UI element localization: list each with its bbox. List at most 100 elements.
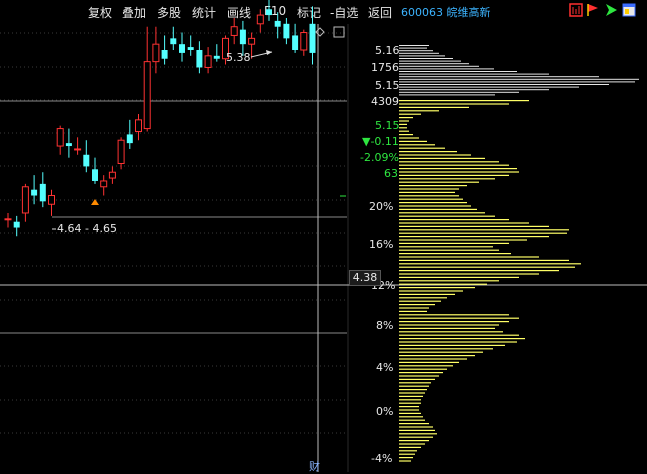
profile-bar (399, 52, 439, 54)
profile-bar (399, 324, 499, 326)
percent-tick: 20% (369, 200, 394, 213)
profile-bar (399, 110, 439, 112)
profile-bar (399, 321, 509, 323)
profile-bar (399, 76, 599, 78)
profile-bar (399, 113, 421, 115)
profile-bar (399, 344, 505, 346)
profile-bar (399, 375, 439, 377)
change-label: 63 (384, 167, 398, 180)
profile-bar (399, 259, 569, 261)
candle-body (274, 20, 281, 27)
candle-body (143, 61, 151, 130)
multi-stock-button[interactable]: 多股 (157, 6, 182, 20)
profile-bar (399, 436, 433, 438)
finance-marker[interactable]: 财 (309, 460, 320, 473)
diamond-marker (315, 27, 325, 37)
profile-bar (399, 372, 443, 374)
profile-bar (399, 358, 467, 360)
back-button[interactable]: 返回 (368, 6, 393, 20)
profile-bar (399, 60, 461, 62)
profile-bar (399, 334, 519, 336)
high-pointer-arrow (266, 50, 272, 55)
flag-icon[interactable] (586, 3, 600, 17)
candle-body (283, 23, 290, 39)
candle-body (13, 221, 20, 228)
candle-body (126, 134, 133, 144)
profile-bar (399, 73, 549, 75)
profile-bar (399, 134, 413, 136)
candle-body (204, 55, 212, 68)
panel-window-icon[interactable] (622, 3, 636, 17)
statistics-button[interactable]: 统计 (192, 6, 217, 20)
candle-body (292, 35, 299, 50)
profile-bar (399, 144, 435, 146)
profile-bar (399, 280, 499, 282)
profile-bar (399, 399, 421, 401)
candle-body (222, 37, 229, 60)
candle-body (21, 186, 29, 214)
profile-bar (399, 127, 407, 129)
profile-bar (399, 433, 437, 435)
profile-bar (399, 348, 493, 350)
profile-bar (399, 443, 425, 445)
profile-bar (399, 103, 509, 105)
profile-bar (399, 81, 635, 83)
restore-rights-button[interactable]: 复权 (88, 6, 113, 20)
stock-title: 600063 皖维高新 (401, 4, 491, 20)
mark-button[interactable]: 标记 (297, 6, 322, 20)
overlay-button[interactable]: 叠加 (122, 6, 147, 20)
profile-bar (399, 270, 559, 272)
candle-body (56, 128, 64, 147)
grid-toggle-icon[interactable] (569, 3, 583, 17)
price-axis-label: 4309 (371, 95, 399, 108)
profile-bar (399, 310, 427, 312)
profile-bar (399, 283, 487, 285)
candle-body (256, 14, 264, 25)
candle-body (196, 50, 203, 68)
candle-body (179, 44, 185, 53)
profile-bar (399, 181, 479, 183)
candle-body (248, 37, 256, 45)
volume-profile (399, 45, 639, 462)
profile-bar (399, 157, 485, 159)
profile-bar (399, 222, 529, 224)
draw-line-button[interactable]: 画线 (227, 6, 252, 20)
price-axis-label: 5.15 (375, 79, 400, 92)
candle-body (39, 183, 46, 202)
profile-bar (399, 195, 459, 197)
percent-tick: -4% (371, 452, 393, 465)
profile-bar (399, 378, 435, 380)
profile-bar (399, 120, 409, 122)
profile-bar (399, 453, 415, 455)
profile-bar (399, 300, 441, 302)
profile-bar (399, 317, 519, 319)
profile-bar (399, 402, 421, 404)
profile-bar (399, 58, 453, 59)
candle-body (170, 38, 177, 45)
profile-bar (399, 45, 429, 46)
profile-bar (399, 100, 529, 102)
price-axis-label: 5.16 (375, 44, 400, 57)
percent-tick: 8% (376, 319, 394, 332)
panel-toggle (333, 26, 345, 38)
profile-bar (399, 171, 519, 173)
stock-code: 600063 (401, 6, 443, 19)
cursor-price-label: 4.38 (349, 270, 381, 286)
profile-bar (399, 327, 495, 329)
arrow-forward-icon[interactable] (604, 3, 618, 17)
candle-body (239, 29, 246, 45)
profile-bar (399, 382, 431, 384)
stock-name: 皖维高新 (446, 6, 491, 19)
profile-bar (399, 174, 509, 176)
profile-bar (399, 130, 409, 132)
profile-bar (399, 91, 519, 93)
profile-bar (399, 161, 499, 163)
profile-bar (399, 273, 539, 275)
profile-bar (399, 263, 581, 265)
profile-bar (399, 389, 427, 391)
profile-bar (399, 290, 463, 292)
change-label: 5.15 (375, 119, 400, 132)
remove-watchlist-button[interactable]: -自选 (330, 6, 359, 20)
profile-bar (399, 297, 447, 299)
